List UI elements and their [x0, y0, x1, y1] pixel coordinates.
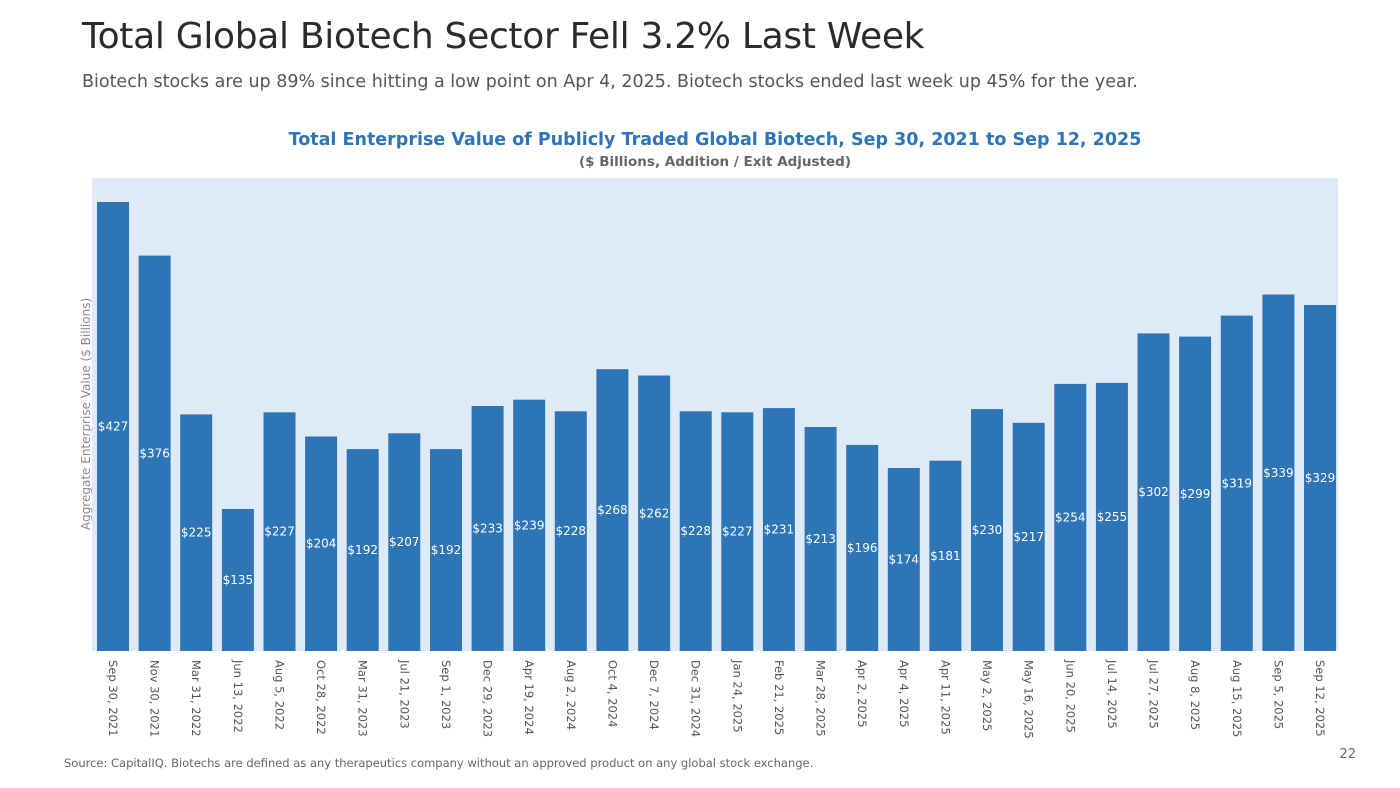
- x-tick-label-9: Sep 1, 2023: [439, 660, 453, 729]
- plot-area: [92, 178, 1338, 651]
- x-tick-label-7: Mar 31, 2023: [356, 660, 370, 737]
- data-label-28: $319: [1222, 476, 1253, 490]
- data-label-21: $181: [930, 549, 961, 563]
- data-label-14: $262: [639, 506, 670, 520]
- bar-24: [1054, 383, 1087, 651]
- data-label-8: $207: [389, 535, 420, 549]
- x-tick-label-13: Oct 4, 2024: [605, 660, 619, 727]
- x-tick-label-22: May 2, 2025: [980, 660, 994, 731]
- chart-title: Total Enterprise Value of Publicly Trade…: [288, 130, 1142, 150]
- x-tick-label-27: Aug 8, 2025: [1188, 660, 1202, 730]
- x-tick-label-15: Dec 31, 2024: [689, 660, 703, 737]
- bar-21: [929, 460, 962, 651]
- bar-11: [513, 399, 546, 651]
- x-tick-label-16: Jan 24, 2025: [730, 659, 744, 733]
- x-tick-label-4: Jun 13, 2022: [231, 659, 245, 733]
- data-label-13: $268: [597, 503, 628, 517]
- data-label-9: $192: [431, 543, 462, 557]
- data-label-16: $227: [722, 525, 753, 539]
- bar-25: [1095, 382, 1128, 651]
- bar-30: [1304, 305, 1336, 651]
- bar-6: [305, 436, 338, 651]
- x-tick-label-25: Jul 14, 2025: [1105, 659, 1119, 729]
- x-tick-label-24: Jun 20, 2025: [1063, 659, 1077, 733]
- data-label-6: $204: [306, 537, 337, 551]
- x-tick-label-12: Aug 2, 2024: [564, 660, 578, 730]
- bar-15: [679, 411, 712, 651]
- data-label-5: $227: [264, 525, 295, 539]
- x-tick-label-29: Sep 5, 2025: [1271, 660, 1285, 729]
- page-number: 22: [1339, 747, 1356, 762]
- data-label-3: $225: [181, 526, 212, 540]
- x-tick-label-20: Apr 4, 2025: [897, 660, 911, 727]
- bar-1: [97, 202, 129, 651]
- x-tick-label-17: Feb 21, 2025: [772, 660, 786, 735]
- bar-26: [1137, 333, 1170, 651]
- bar-3: [180, 414, 213, 651]
- bar-18: [804, 427, 837, 651]
- bar-4: [221, 509, 254, 651]
- data-label-30: $329: [1305, 471, 1336, 485]
- x-tick-label-5: Aug 5, 2022: [273, 660, 287, 730]
- bar-20: [887, 468, 920, 651]
- chart-subtitle: ($ Billions, Addition / Exit Adjusted): [578, 154, 852, 170]
- bar-14: [638, 375, 671, 651]
- x-tick-label-1: Sep 30, 2021: [106, 660, 120, 737]
- bar-2: [138, 255, 171, 651]
- bar-23: [1012, 422, 1045, 651]
- source-footnote: Source: CapitalIQ. Biotechs are defined …: [64, 756, 814, 770]
- x-tick-label-30: Sep 12, 2025: [1313, 660, 1327, 737]
- data-label-29: $339: [1263, 466, 1294, 480]
- data-label-18: $213: [805, 532, 836, 546]
- bar-19: [846, 444, 879, 651]
- data-label-10: $233: [472, 522, 503, 536]
- data-label-17: $231: [764, 523, 795, 537]
- data-label-4: $135: [223, 573, 254, 587]
- x-tick-label-10: Dec 29, 2023: [481, 660, 495, 737]
- bar-5: [263, 412, 296, 651]
- bar-16: [721, 412, 754, 651]
- data-label-2: $376: [139, 446, 170, 460]
- bar-8: [388, 433, 421, 651]
- x-tick-label-14: Dec 7, 2024: [647, 660, 661, 730]
- bar-7: [346, 449, 379, 651]
- x-tick-label-18: Mar 28, 2025: [814, 660, 828, 737]
- data-label-1: $427: [98, 420, 129, 434]
- x-tick-label-28: Aug 15, 2025: [1230, 660, 1244, 737]
- x-tick-label-23: May 16, 2025: [1022, 660, 1036, 739]
- data-label-19: $196: [847, 541, 878, 555]
- bar-9: [430, 449, 462, 651]
- bar-10: [471, 406, 504, 651]
- x-tick-label-6: Oct 28, 2022: [314, 660, 328, 735]
- bar-27: [1179, 336, 1212, 651]
- data-label-15: $228: [680, 524, 711, 538]
- x-tick-label-2: Nov 30, 2021: [148, 660, 162, 737]
- data-label-25: $255: [1097, 510, 1128, 524]
- page-subtitle: Biotech stocks are up 89% since hitting …: [82, 72, 1138, 92]
- page-title: Total Global Biotech Sector Fell 3.2% La…: [82, 16, 925, 57]
- bar-22: [971, 409, 1003, 651]
- data-label-22: $230: [972, 523, 1003, 537]
- data-label-7: $192: [347, 543, 378, 557]
- data-label-11: $239: [514, 518, 545, 532]
- x-tick-label-11: Apr 19, 2024: [522, 660, 536, 735]
- x-tick-label-19: Apr 2, 2025: [855, 660, 869, 727]
- bar-17: [762, 408, 795, 651]
- x-tick-label-3: Mar 31, 2022: [189, 660, 203, 737]
- bar-29: [1262, 294, 1295, 651]
- x-tick-label-26: Jul 27, 2025: [1147, 659, 1161, 729]
- bar-28: [1220, 315, 1253, 651]
- data-label-23: $217: [1013, 530, 1044, 544]
- data-label-12: $228: [556, 524, 587, 538]
- data-label-27: $299: [1180, 487, 1211, 501]
- data-label-20: $174: [889, 553, 920, 567]
- bar-12: [554, 411, 587, 651]
- bar-13: [596, 369, 629, 651]
- data-label-24: $254: [1055, 511, 1086, 525]
- x-tick-label-8: Jul 21, 2023: [397, 659, 411, 729]
- data-label-26: $302: [1138, 485, 1169, 499]
- x-tick-label-21: Apr 11, 2025: [938, 660, 952, 735]
